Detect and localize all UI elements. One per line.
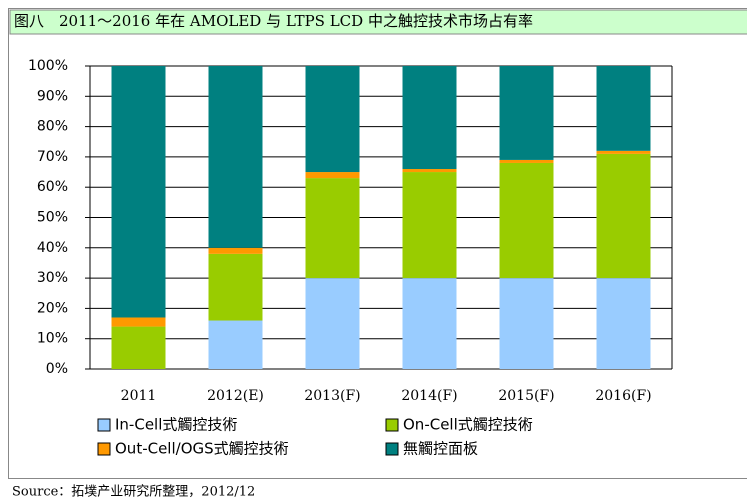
legend-label: 無觸控面板 bbox=[403, 440, 478, 458]
y-tick-label: 0% bbox=[46, 361, 68, 377]
bar-segment bbox=[402, 172, 457, 279]
bar-segment bbox=[305, 66, 360, 173]
x-tick-label: 2015(F) bbox=[498, 388, 554, 404]
y-tick-label: 60% bbox=[37, 179, 68, 195]
bar-segment bbox=[305, 178, 360, 279]
bar-segment bbox=[111, 317, 166, 327]
bar-segment bbox=[208, 253, 263, 321]
bar-segment bbox=[208, 320, 263, 369]
x-tick-label: 2011 bbox=[121, 388, 157, 404]
bar-segment bbox=[499, 159, 554, 163]
bar-segment bbox=[499, 162, 554, 279]
x-tick-label: 2013(F) bbox=[304, 388, 360, 404]
bar-segment bbox=[596, 66, 651, 151]
y-tick-label: 50% bbox=[37, 210, 68, 226]
legend-label: In-Cell式觸控技術 bbox=[115, 416, 237, 434]
legend-swatch bbox=[385, 442, 399, 456]
y-tick-label: 70% bbox=[37, 149, 68, 165]
legend-label: Out-Cell/OGS式觸控技術 bbox=[115, 440, 289, 458]
bar-segment bbox=[111, 66, 166, 318]
x-tick-label: 2012(E) bbox=[207, 388, 264, 404]
x-tick-label: 2014(F) bbox=[401, 388, 457, 404]
bar-segment bbox=[208, 66, 263, 248]
y-tick-label: 10% bbox=[37, 331, 68, 347]
y-tick-label: 80% bbox=[37, 119, 68, 135]
bar-segment bbox=[208, 247, 263, 254]
x-tick-label: 2016(F) bbox=[595, 388, 651, 404]
chart-title: 图八 2011～2016 年在 AMOLED 与 LTPS LCD 中之触控技术… bbox=[14, 12, 533, 30]
y-tick-label: 30% bbox=[37, 270, 68, 286]
legend-swatch bbox=[97, 442, 111, 456]
bar-segment bbox=[499, 278, 554, 369]
legend-label: On-Cell式觸控技術 bbox=[403, 416, 533, 434]
y-tick-label: 90% bbox=[37, 88, 68, 104]
bar-segment bbox=[402, 66, 457, 170]
legend-swatch bbox=[97, 418, 111, 432]
legend-swatch bbox=[385, 418, 399, 432]
bar-segment bbox=[111, 326, 166, 369]
y-tick-label: 20% bbox=[37, 300, 68, 316]
bar-segment bbox=[305, 172, 360, 179]
y-tick-label: 40% bbox=[37, 240, 68, 256]
y-tick-label: 100% bbox=[28, 58, 68, 74]
bar-segment bbox=[499, 66, 554, 160]
bar-segment bbox=[596, 153, 651, 279]
bar-segment bbox=[402, 278, 457, 369]
bar-segment bbox=[305, 278, 360, 369]
bar-segment bbox=[596, 150, 651, 154]
source: Source：拓墣产业研究所整理，2012/12 bbox=[12, 485, 255, 500]
bar-segment bbox=[596, 278, 651, 369]
bar-segment bbox=[402, 169, 457, 173]
title-bar bbox=[9, 9, 747, 35]
